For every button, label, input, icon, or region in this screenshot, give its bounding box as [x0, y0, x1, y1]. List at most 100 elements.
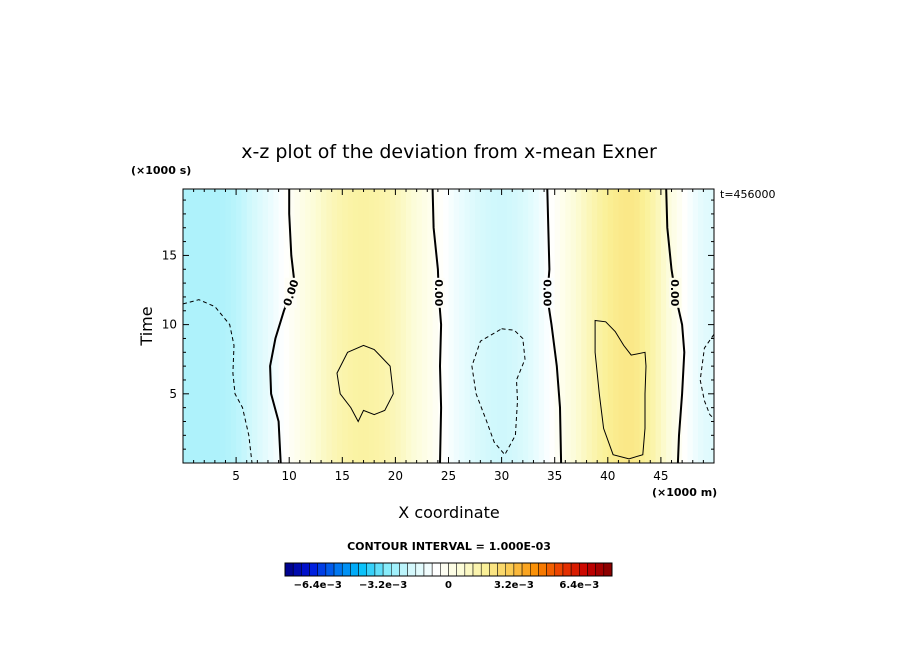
field-column [241, 189, 248, 463]
colorbar-cell [415, 562, 425, 577]
field-column [294, 189, 301, 463]
field-column [220, 189, 227, 463]
x-tick-label: 5 [232, 469, 240, 483]
colorbar-cell [407, 562, 417, 577]
colorbar-cell [333, 562, 343, 577]
colorbar-cell [530, 562, 539, 577]
x-tick-label: 40 [600, 469, 615, 483]
field-column [230, 189, 237, 463]
field-column [214, 189, 221, 463]
colorbar [284, 562, 613, 577]
x-tick-label: 35 [547, 469, 562, 483]
field-column [506, 189, 513, 463]
field-column [225, 189, 232, 463]
field-column [692, 189, 699, 463]
negative-contour [183, 299, 253, 463]
time-label: t=456000 [720, 188, 776, 201]
contour-lines [183, 189, 714, 463]
field-column [655, 189, 662, 463]
x-axis-ticks: 5 10 15 20 25 30 35 40 45 [193, 189, 704, 483]
field-column [321, 189, 327, 463]
field-column [421, 189, 428, 463]
field-column [384, 189, 391, 463]
x-tick-label: 10 [282, 469, 297, 483]
field-column [602, 189, 609, 463]
field-column [570, 189, 577, 463]
field-column [490, 189, 497, 463]
colorbar-cell [603, 562, 613, 577]
field-column [273, 189, 280, 463]
colorbar-cell [350, 562, 359, 577]
field-column [644, 189, 651, 463]
field-column [406, 189, 412, 463]
colorbar-tick-label: 3.2e−3 [494, 580, 534, 591]
field-column [448, 189, 455, 463]
field-column [581, 189, 588, 463]
field-column [538, 189, 545, 463]
field-column [267, 189, 274, 463]
colorbar-cell [570, 562, 580, 577]
field-column [289, 189, 296, 463]
colorbar-tick-labels: −6.4e−3 −3.2e−3 0 3.2e−3 6.4e−3 [294, 580, 600, 591]
field-column [586, 189, 593, 463]
field-column [183, 189, 189, 463]
field-column [528, 189, 535, 463]
field-column [443, 189, 450, 463]
zero-contour-labels: 0.00 0.00 0.00 0.00 [281, 278, 682, 308]
y-tick-label: 15 [162, 248, 177, 262]
contour-interval-text: CONTOUR INTERVAL = 1.000E-03 [347, 540, 551, 553]
x-axis-label: X coordinate [398, 503, 499, 522]
colorbar-cell [472, 562, 482, 577]
field-column [342, 189, 349, 463]
positive-contour [336, 344, 394, 423]
colorbar-cell [464, 562, 474, 577]
colorbar-cell [292, 562, 302, 577]
colorbar-tick-label: 0 [445, 580, 452, 591]
field-column [517, 189, 524, 463]
y-axis-label: Time [137, 306, 156, 346]
field-column [305, 189, 312, 463]
field-column [363, 189, 370, 463]
field-column [326, 189, 333, 463]
x-tick-label: 45 [653, 469, 668, 483]
colorbar-cell [358, 562, 368, 577]
field-column [666, 189, 673, 463]
field-column [252, 189, 258, 463]
colorbar-cell [538, 562, 547, 577]
field-column [358, 189, 365, 463]
field-column [480, 189, 487, 463]
field-column [703, 189, 710, 463]
colorbar-cell [423, 562, 433, 577]
field-column [453, 189, 460, 463]
field-column [347, 189, 354, 463]
field-column [682, 189, 689, 463]
field-column [676, 189, 683, 463]
field-column [262, 189, 269, 463]
y-unit-label: (×1000 s) [131, 164, 191, 177]
field-column [650, 189, 657, 463]
field-column [708, 189, 714, 463]
y-axis-ticks: 5 10 15 [162, 199, 714, 450]
colorbar-cell [480, 562, 490, 577]
positive-contour [594, 319, 647, 460]
zero-contour-label: 0.00 [432, 279, 445, 306]
colorbar-cell [399, 562, 408, 577]
x-tick-label: 20 [388, 469, 403, 483]
colorbar-cell [456, 562, 466, 577]
colorbar-cell [521, 562, 531, 577]
field-column [671, 189, 678, 463]
chart-title: x-z plot of the deviation from x-mean Ex… [241, 141, 657, 163]
colorbar-cell [546, 562, 556, 577]
field-column [204, 189, 211, 463]
field-column [623, 189, 630, 463]
zero-contour [269, 189, 296, 463]
field-column [310, 189, 317, 463]
colorbar-cell [579, 562, 588, 577]
colorbar-cell [374, 562, 384, 577]
field-column [368, 189, 375, 463]
x-tick-label: 30 [494, 469, 509, 483]
field-column [283, 189, 290, 463]
field-column [607, 189, 614, 463]
field-column [639, 189, 646, 463]
field-column [618, 189, 625, 463]
